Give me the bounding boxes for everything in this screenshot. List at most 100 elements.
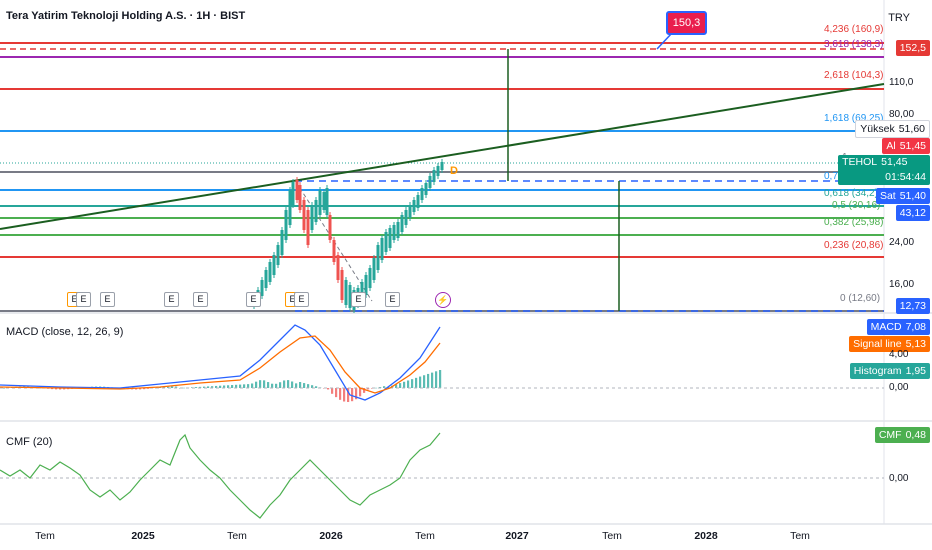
earnings-event-marker[interactable]: E [76,292,91,307]
level-price-tag: 43,12 [895,205,930,221]
macd-histogram-bar [407,380,410,388]
macd-histogram-bar [163,386,166,388]
macd-histogram-bar [223,385,226,388]
candle-body [424,183,428,195]
earnings-event-marker[interactable]: E [193,292,208,307]
macd-histogram-bar [419,376,422,388]
time-label-tem-5: Tem [790,530,810,542]
dividend-marker-icon[interactable]: D [450,165,458,177]
macd-histogram-bar [375,387,378,389]
macd-histogram-bar [207,386,210,388]
bid-price-tag[interactable]: Sat 51,40 [875,188,930,204]
cmf-axis-0: 0,00 [889,473,909,484]
earnings-event-marker[interactable]: E [246,292,261,307]
cmf-pane-label[interactable]: CMF (20) [6,436,53,448]
macd-histogram-bar [311,385,314,388]
macd-histogram-bar [271,383,274,388]
macd-value: 7,08 [905,321,926,333]
macd-histogram-bar [335,388,338,398]
macd-histogram-bar [295,383,298,388]
macd-histogram-bar [299,382,302,388]
macd-histogram-bar [219,385,222,388]
macd-axis-4: 4,00 [889,349,909,360]
macd-pane-label[interactable]: MACD (close, 12, 26, 9) [6,326,124,338]
projection-line [295,181,373,302]
candle-body [392,225,396,240]
fib-label-0382: 0,382 (25,98) [824,217,884,228]
price-tick-24: 24,00 [889,237,915,248]
last-price-tag: TEHOL 51,45 01:54:44 [838,155,930,185]
time-label-2025: 2025 [131,530,155,542]
candle-body [336,255,340,280]
candle-body [284,210,288,240]
candle-body [295,180,299,200]
lightning-event-icon[interactable]: ⚡ [435,292,451,308]
candle-body [432,170,436,182]
fib-label-3618: 3,618 (138,3) [824,39,884,50]
fib-label-2618: 2,618 (104,3) [824,70,884,81]
signal-value-tag: Signal line 5,13 [849,336,930,352]
candle-body [306,210,310,245]
signal-line [0,335,441,394]
price-tick-110: 110,0 [889,77,914,88]
bar-countdown: 01:54:44 [885,171,926,183]
macd-histogram-bar [339,388,342,400]
earnings-event-marker[interactable]: E [100,292,115,307]
macd-histogram-bar [59,388,62,390]
candle-body [348,285,352,308]
macd-histogram-bar [439,370,442,388]
candle-body [408,205,412,218]
macd-histogram-bar [63,388,66,390]
macd-histogram-bar [175,386,178,388]
candle-body [440,162,444,170]
macd-histogram-bar [331,388,334,394]
earnings-event-marker[interactable]: E [164,292,179,307]
candle-body [325,188,329,215]
macd-histogram-bar [227,385,230,388]
candle-body [276,245,280,265]
currency-label[interactable]: TRY [888,12,910,24]
macd-histogram-bar [3,388,6,389]
earnings-event-marker[interactable]: E [351,292,366,307]
macd-histogram-bar [363,388,366,393]
signal-value: 5,13 [905,338,926,350]
macd-histogram-bar [291,381,294,388]
candle-body [428,176,432,188]
ask-price-tag[interactable]: Al 51,45 [882,138,930,154]
macd-histogram-bar [279,382,282,388]
high-price-tag: Yüksek 51,60 [855,120,930,138]
macd-histogram-bar [183,387,186,389]
macd-histogram-bar [315,386,318,388]
histogram-label: Histogram [853,365,902,377]
price-tick-16: 16,00 [889,279,915,290]
macd-histogram-bar [307,384,310,388]
earnings-event-marker[interactable]: E [294,292,309,307]
macd-histogram-bar [147,388,150,389]
candle-body [384,232,388,252]
price-callout[interactable]: 150,3 [666,11,707,35]
macd-histogram-bar [267,382,270,388]
candle-body [396,222,400,238]
time-label-2026: 2026 [319,530,343,542]
macd-histogram-bar [395,384,398,388]
time-label-tem-1: Tem [35,530,55,542]
macd-histogram-bar [287,380,290,388]
cmf-value-tag: CMF 0,48 [874,427,930,443]
candle-body [372,258,376,280]
trend-line [0,83,885,230]
fib-label-4236: 4,236 (160,9) [824,24,884,35]
earnings-event-marker[interactable]: E [385,292,400,307]
macd-histogram-bar [427,373,430,388]
candle-body [416,195,420,208]
macd-histogram-bar [403,381,406,388]
signal-label: Signal line [853,338,902,350]
callout-pointer [656,32,673,50]
candle-body [264,270,268,288]
macd-histogram-bar [411,379,414,388]
macd-histogram-bar [347,388,350,402]
macd-histogram-bar [215,385,218,388]
macd-histogram-bar [239,384,242,388]
macd-histogram-bar [51,388,54,390]
histogram-value: 1,95 [905,365,926,377]
